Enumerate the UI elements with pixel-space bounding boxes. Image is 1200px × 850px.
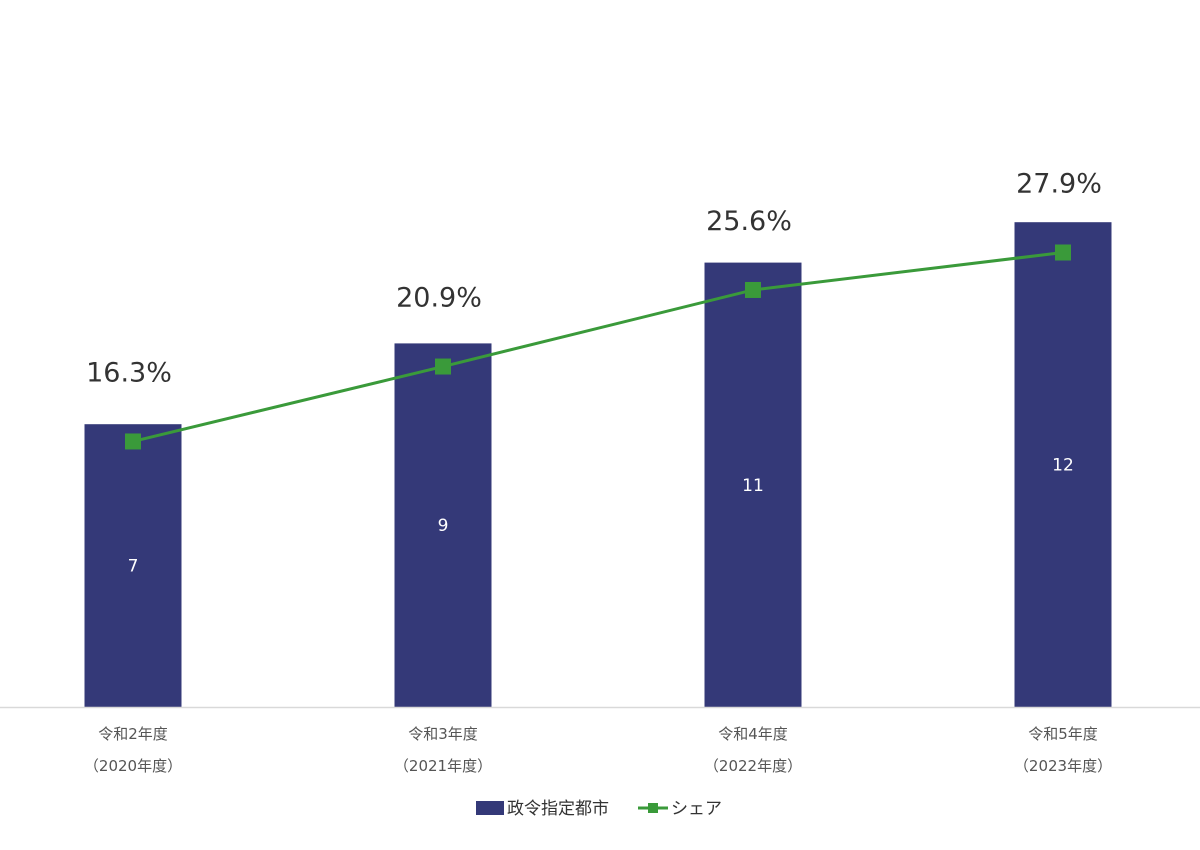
bar-value-label: 9 <box>438 516 449 536</box>
x-tick-label: 令和5年度 <box>1028 725 1098 743</box>
x-tick-label-year: （2023年度） <box>1014 757 1112 775</box>
bar <box>704 262 802 707</box>
bar <box>394 343 492 707</box>
bar-value-label: 7 <box>128 557 139 577</box>
bar-value-label: 11 <box>742 476 764 496</box>
bars-layer <box>84 222 1112 707</box>
legend-bar-swatch <box>476 801 504 815</box>
share-value-label: 25.6% <box>706 206 792 237</box>
x-tick-labels: 令和2年度 （2020年度） 令和3年度 （2021年度） 令和4年度 （2022年度） 令… <box>84 725 1112 775</box>
bar-value-label: 12 <box>1052 456 1074 476</box>
x-tick-label: 令和2年度 <box>98 725 168 743</box>
share-line <box>132 251 1064 443</box>
labels-layer: 7 9 11 12 16.3% 20.9% 25.6% 27.9% <box>86 169 1102 577</box>
x-tick-label-year: （2020年度） <box>84 757 182 775</box>
share-marker <box>1055 244 1071 261</box>
bar <box>84 424 182 707</box>
share-value-label: 27.9% <box>1016 169 1102 200</box>
share-marker <box>745 281 761 298</box>
share-value-label: 20.9% <box>396 283 482 314</box>
x-tick-label-year: （2022年度） <box>704 757 802 775</box>
legend-bar-label: 政令指定都市 <box>507 799 609 819</box>
legend: 政令指定都市 シェア <box>476 799 722 819</box>
bar <box>1014 222 1112 707</box>
share-value-label: 16.3% <box>86 357 172 388</box>
share-line-layer <box>125 244 1071 450</box>
x-tick-label-year: （2021年度） <box>394 757 492 775</box>
legend-line-marker <box>648 803 658 813</box>
x-tick-label: 令和3年度 <box>408 725 478 743</box>
x-tick-label: 令和4年度 <box>718 725 788 743</box>
legend-line-label: シェア <box>671 799 722 819</box>
share-marker <box>125 433 141 450</box>
share-marker <box>435 358 451 375</box>
